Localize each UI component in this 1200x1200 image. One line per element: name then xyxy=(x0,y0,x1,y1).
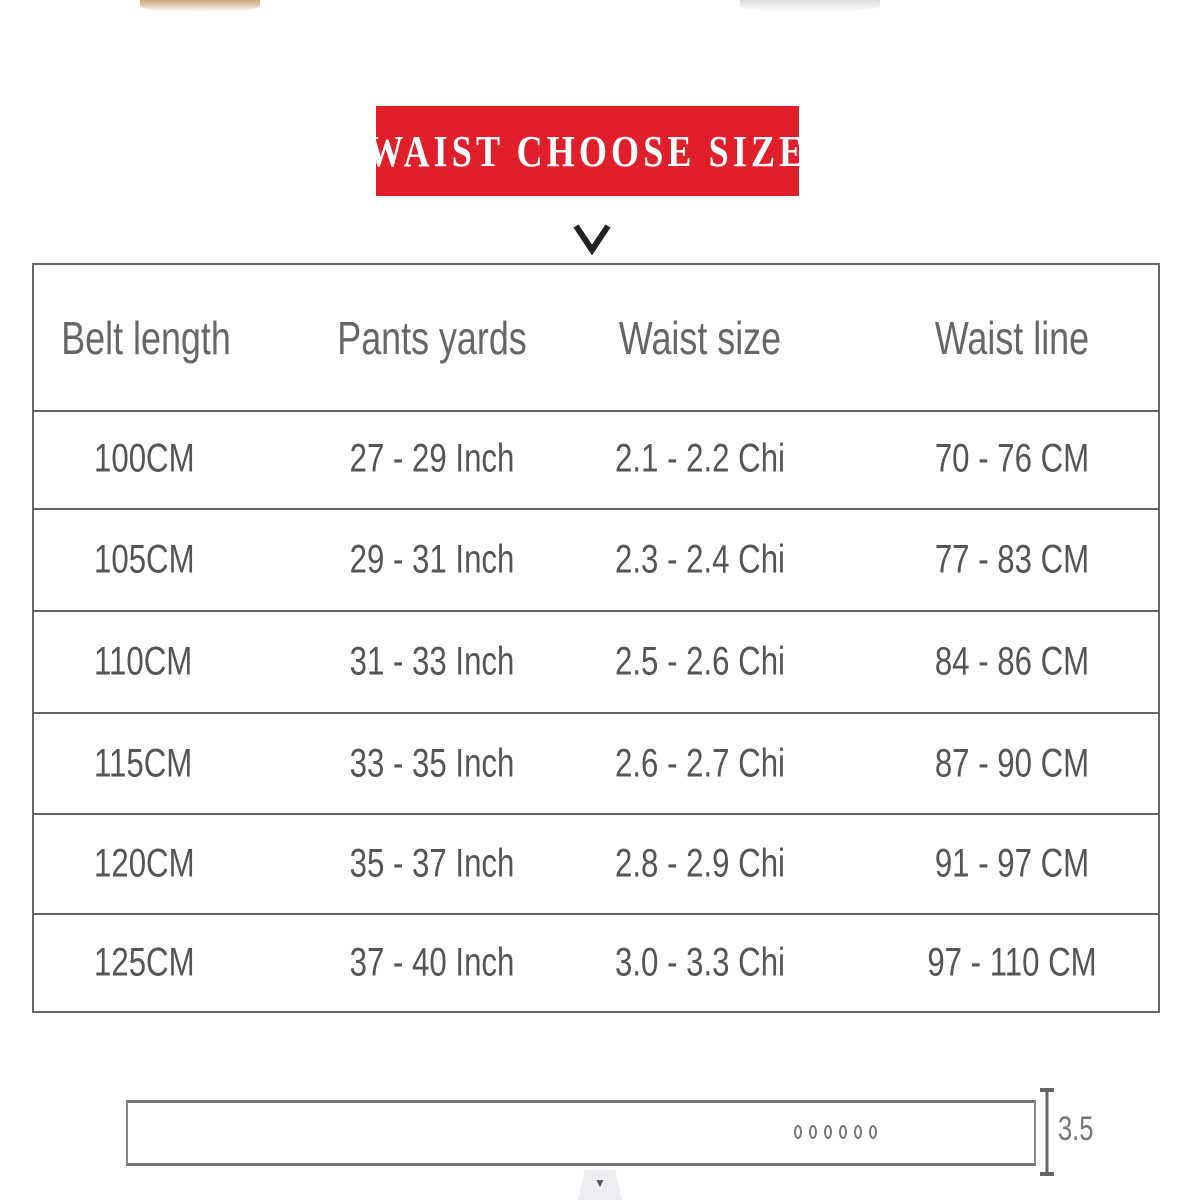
table-cell: 2.3 - 2.4 Chi xyxy=(615,537,785,582)
table-cell: 97 - 110 CM xyxy=(927,940,1097,985)
table-row: 100CM 27 - 29 Inch 2.1 - 2.2 Chi 70 - 76 CM xyxy=(34,410,1158,510)
table-cell: 31 - 33 Inch xyxy=(349,639,515,684)
belt-hole-icon xyxy=(794,1125,802,1139)
belt-diagram xyxy=(126,1100,1036,1166)
table-cell: 27 - 29 Inch xyxy=(349,436,515,481)
product-image-fragment-right xyxy=(740,0,880,12)
header-waist-size: Waist size xyxy=(618,311,782,364)
table-cell: 29 - 31 Inch xyxy=(349,537,515,582)
header-belt-length: Belt length xyxy=(61,311,231,364)
size-banner: WAIST CHOOSE SIZE xyxy=(367,106,803,196)
table-cell: 120CM xyxy=(94,841,195,886)
table-cell: 2.5 - 2.6 Chi xyxy=(615,639,785,684)
table-cell: 35 - 37 Inch xyxy=(349,841,515,886)
table-cell: 115CM xyxy=(94,741,193,785)
belt-hole-icon xyxy=(809,1125,817,1139)
belt-holes xyxy=(794,1125,877,1139)
table-row: 120CM 35 - 37 Inch 2.8 - 2.9 Chi 91 - 97 CM xyxy=(34,815,1158,915)
belt-hole-icon xyxy=(839,1125,847,1139)
table-row: 110CM 31 - 33 Inch 2.5 - 2.6 Chi 84 - 86 CM xyxy=(34,612,1158,714)
scroll-down-tab[interactable]: ▼ xyxy=(578,1170,622,1200)
product-image-fragment-left xyxy=(140,0,260,12)
table-cell: 33 - 35 Inch xyxy=(349,741,515,785)
table-row: 125CM 37 - 40 Inch 3.0 - 3.3 Chi 97 - 110 C… xyxy=(34,915,1158,1011)
table-cell: 105CM xyxy=(94,537,195,582)
table-header-row: Belt length Pants yards Waist size Waist… xyxy=(34,265,1158,412)
belt-hole-icon xyxy=(869,1125,877,1139)
table-cell: 110CM xyxy=(94,639,193,684)
table-row: 115CM 33 - 35 Inch 2.6 - 2.7 Chi 87 - 90 CM xyxy=(34,714,1158,815)
table-cell: 3.0 - 3.3 Chi xyxy=(615,940,785,985)
triangle-down-icon: ▼ xyxy=(594,1176,606,1190)
table-cell: 2.6 - 2.7 Chi xyxy=(615,741,785,785)
table-cell: 91 - 97 CM xyxy=(934,841,1090,886)
belt-hole-icon xyxy=(854,1125,862,1139)
table-cell: 84 - 86 CM xyxy=(934,639,1090,684)
table-cell: 2.8 - 2.9 Chi xyxy=(615,841,785,886)
table-row: 105CM 29 - 31 Inch 2.3 - 2.4 Chi 77 - 83 CM xyxy=(34,510,1158,612)
header-pants-yards: Pants yards xyxy=(337,311,527,364)
chevron-down-icon xyxy=(573,224,611,256)
header-waist-line: Waist line xyxy=(934,311,1090,364)
width-dimension-marker xyxy=(1040,1088,1054,1176)
table-cell: 70 - 76 CM xyxy=(934,436,1090,481)
table-cell: 37 - 40 Inch xyxy=(349,940,515,985)
belt-hole-icon xyxy=(824,1125,832,1139)
table-cell: 125CM xyxy=(94,940,195,985)
belt-width-label: 3.5 xyxy=(1058,1110,1094,1148)
table-cell: 100CM xyxy=(94,436,195,481)
banner-title: WAIST CHOOSE SIZE xyxy=(367,126,808,176)
table-cell: 87 - 90 CM xyxy=(934,741,1090,785)
table-cell: 2.1 - 2.2 Chi xyxy=(615,436,785,481)
table-cell: 77 - 83 CM xyxy=(934,537,1090,582)
size-table: Belt length Pants yards Waist size Waist… xyxy=(32,263,1160,1013)
